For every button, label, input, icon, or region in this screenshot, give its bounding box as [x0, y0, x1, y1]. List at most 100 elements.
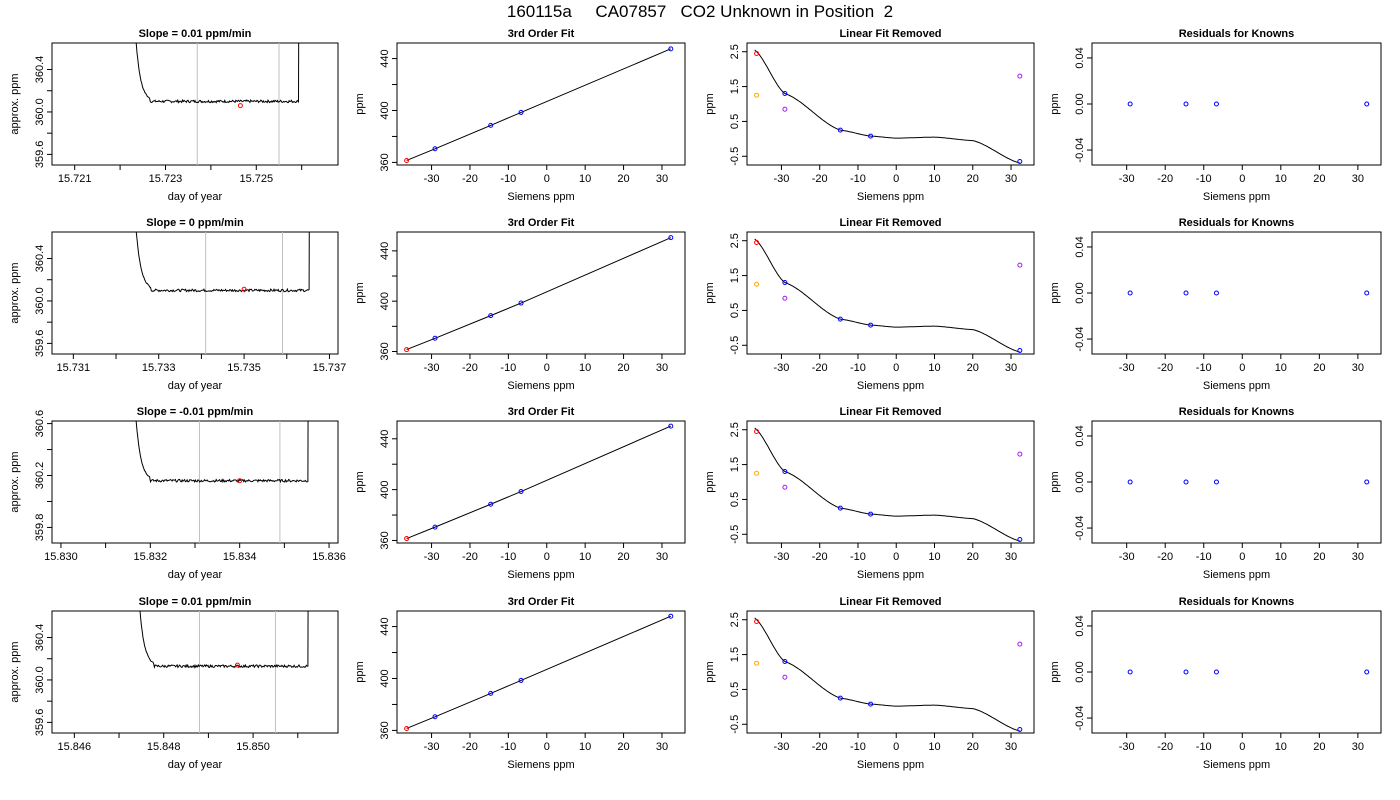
data-point [1127, 101, 1133, 107]
x-tick-label: -10 [500, 551, 516, 563]
y-tick-label: 0.04 [1074, 425, 1086, 446]
data-point [782, 106, 788, 112]
x-tick-label: 20 [617, 741, 629, 753]
y-tick-label: -0.04 [1074, 705, 1086, 730]
plot-frame [746, 420, 1035, 544]
fit-line [406, 237, 671, 351]
y-tick-label: 400 [379, 480, 391, 498]
plot-area [754, 49, 1023, 165]
x-tick-label: 10 [579, 741, 591, 753]
y-tick-label: 0.00 [1074, 471, 1086, 492]
data-point [754, 660, 760, 666]
data-point [234, 662, 240, 668]
x-tick-label: 20 [1313, 362, 1325, 374]
y-tick-label: 0.04 [1074, 615, 1086, 636]
x-axis-label: Siemens ppm [857, 759, 924, 771]
x-tick-label: -30 [424, 551, 440, 563]
data-point [1127, 479, 1133, 485]
data-point [404, 347, 410, 353]
x-tick-label: -20 [1157, 173, 1173, 185]
x-axis-label: day of year [168, 759, 223, 771]
data-point [868, 701, 874, 707]
data-point [1183, 101, 1189, 107]
y-axis-label: ppm [704, 282, 716, 303]
x-tick-label: 10 [928, 551, 940, 563]
plot-frame [396, 231, 686, 355]
x-tick-label: -30 [773, 173, 789, 185]
y-axis-label: approx. ppm [9, 262, 21, 323]
x-tick-label: 0 [544, 362, 550, 374]
data-point [1127, 290, 1133, 296]
x-tick-label: -20 [1157, 362, 1173, 374]
data-point [1017, 73, 1023, 79]
y-axis-label: ppm [354, 661, 366, 682]
y-tick-label: 360 [379, 342, 391, 360]
y-tick-label: 440 [379, 430, 391, 448]
data-point [1364, 669, 1370, 675]
y-tick-label: 360.0 [34, 287, 46, 315]
y-tick-label: -0.5 [729, 525, 741, 544]
x-tick-label: -30 [424, 173, 440, 185]
x-tick-label: -10 [1196, 362, 1212, 374]
y-tick-label: 0.00 [1074, 661, 1086, 682]
plot-area [754, 427, 1023, 543]
data-point [754, 50, 760, 56]
x-tick-label: 0 [893, 173, 899, 185]
x-tick-label: 0 [544, 173, 550, 185]
x-tick-label: -30 [424, 741, 440, 753]
plot-frame [51, 610, 339, 734]
data-point [868, 133, 874, 139]
x-tick-label: -20 [812, 551, 828, 563]
data-point [432, 335, 438, 341]
x-tick-label: -20 [462, 173, 478, 185]
x-tick-label: 10 [928, 741, 940, 753]
fit-curve [754, 238, 1021, 353]
panel-7: Linear Fit Removed -30 -20 -10 0 10 20 30 -0.5 0.… [704, 217, 1035, 392]
x-tick-label: 10 [579, 362, 591, 374]
plot-frame [746, 610, 1035, 734]
x-tick-label: -20 [462, 362, 478, 374]
plot-area [754, 617, 1023, 733]
x-tick-label: -20 [812, 362, 828, 374]
x-tick-label: 15.848 [147, 741, 181, 753]
plot-area [1127, 101, 1370, 107]
panel-title: 3rd Order Fit [508, 28, 575, 40]
x-axis-label: Siemens ppm [1203, 759, 1270, 771]
x-tick-label: 0 [544, 741, 550, 753]
panel-title: Slope = 0.01 ppm/min [139, 28, 252, 40]
plot-frame [1091, 231, 1382, 355]
x-tick-label: 0 [1239, 173, 1245, 185]
y-axis-label: ppm [1049, 93, 1061, 114]
data-point [868, 322, 874, 328]
panel-title: Residuals for Knowns [1179, 217, 1295, 229]
data-point [432, 524, 438, 530]
x-tick-label: 20 [967, 741, 979, 753]
y-tick-label: 359.6 [34, 330, 46, 358]
x-axis-label: Siemens ppm [857, 191, 924, 203]
x-tick-label: -20 [812, 173, 828, 185]
data-point [432, 146, 438, 152]
y-tick-label: 0.04 [1074, 236, 1086, 257]
data-point [1213, 101, 1219, 107]
y-tick-label: 0.5 [729, 114, 741, 129]
x-tick-label: 20 [617, 551, 629, 563]
x-tick-label: 20 [1313, 741, 1325, 753]
trace-line [135, 232, 310, 293]
data-point [488, 122, 494, 128]
y-tick-label: 360.6 [34, 410, 46, 438]
y-tick-label: 0.00 [1074, 282, 1086, 303]
data-point [241, 286, 247, 292]
data-point [237, 103, 243, 109]
x-axis-label: Siemens ppm [1203, 191, 1270, 203]
y-tick-label: -0.5 [729, 147, 741, 166]
x-tick-label: 0 [1239, 551, 1245, 563]
plot-frame [1091, 610, 1382, 734]
data-point [488, 690, 494, 696]
x-tick-label: -30 [1119, 551, 1135, 563]
panel-11: Linear Fit Removed -30 -20 -10 0 10 20 30 -0.5 0.… [704, 406, 1035, 581]
panel-10: 3rd Order Fit -30 -20 -10 0 10 20 30 360 400 440 Si… [354, 406, 686, 581]
x-tick-label: -30 [424, 362, 440, 374]
x-tick-label: 0 [893, 741, 899, 753]
plot-frame [1091, 420, 1382, 544]
x-tick-label: 10 [1275, 362, 1287, 374]
